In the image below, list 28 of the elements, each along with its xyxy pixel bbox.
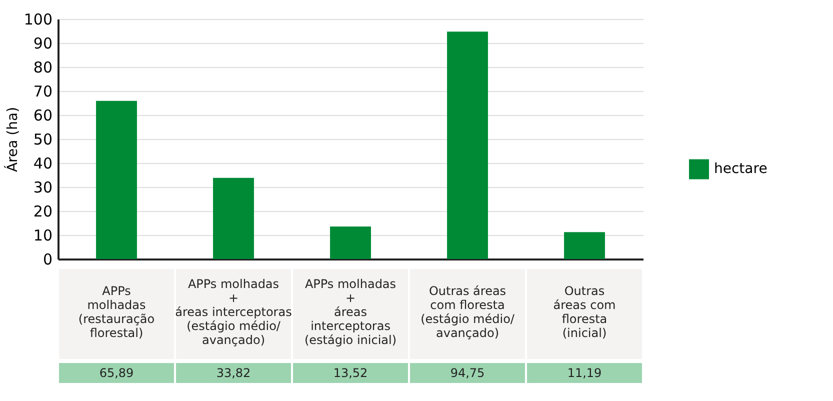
data-label: 11,19	[567, 366, 602, 380]
y-tick-label: 80	[33, 58, 52, 76]
x-tick-label: Outras áreas com floresta (estágio médio/ avançado)	[420, 284, 516, 340]
bar	[213, 178, 254, 259]
bar	[330, 226, 371, 259]
data-label: 33,82	[216, 366, 251, 380]
x-tick-label: APPs molhadas + áreas interceptoras (estágio médio/ avançado)	[175, 277, 292, 347]
x-tick-label: APPs molhadas + áreas interceptoras (estágio inicial)	[304, 277, 397, 347]
y-tick-label: 90	[33, 34, 52, 52]
bar	[564, 232, 605, 259]
y-tick-label: 10	[33, 226, 52, 244]
y-tick-label: 60	[33, 106, 52, 124]
data-label: 13,52	[333, 366, 368, 380]
y-tick-label: 50	[33, 130, 52, 148]
y-tick-label: 70	[33, 82, 52, 100]
y-tick-label: 30	[33, 178, 52, 196]
x-tick-label: Outras áreas com floresta (inicial)	[553, 284, 616, 340]
y-axis-title: Área (ha)	[4, 106, 21, 172]
y-tick-label: 20	[33, 202, 52, 220]
data-label: 94,75	[450, 366, 485, 380]
legend-label: hectare	[714, 161, 768, 178]
bar	[447, 32, 488, 259]
bar	[96, 100, 137, 259]
x-tick-label: APPs molhadas (restauração florestal)	[78, 284, 155, 340]
y-tick-label: 100	[24, 10, 52, 28]
y-tick-label: 40	[33, 154, 52, 172]
y-tick-label: 0	[42, 250, 52, 268]
data-label: 65,89	[99, 366, 134, 380]
